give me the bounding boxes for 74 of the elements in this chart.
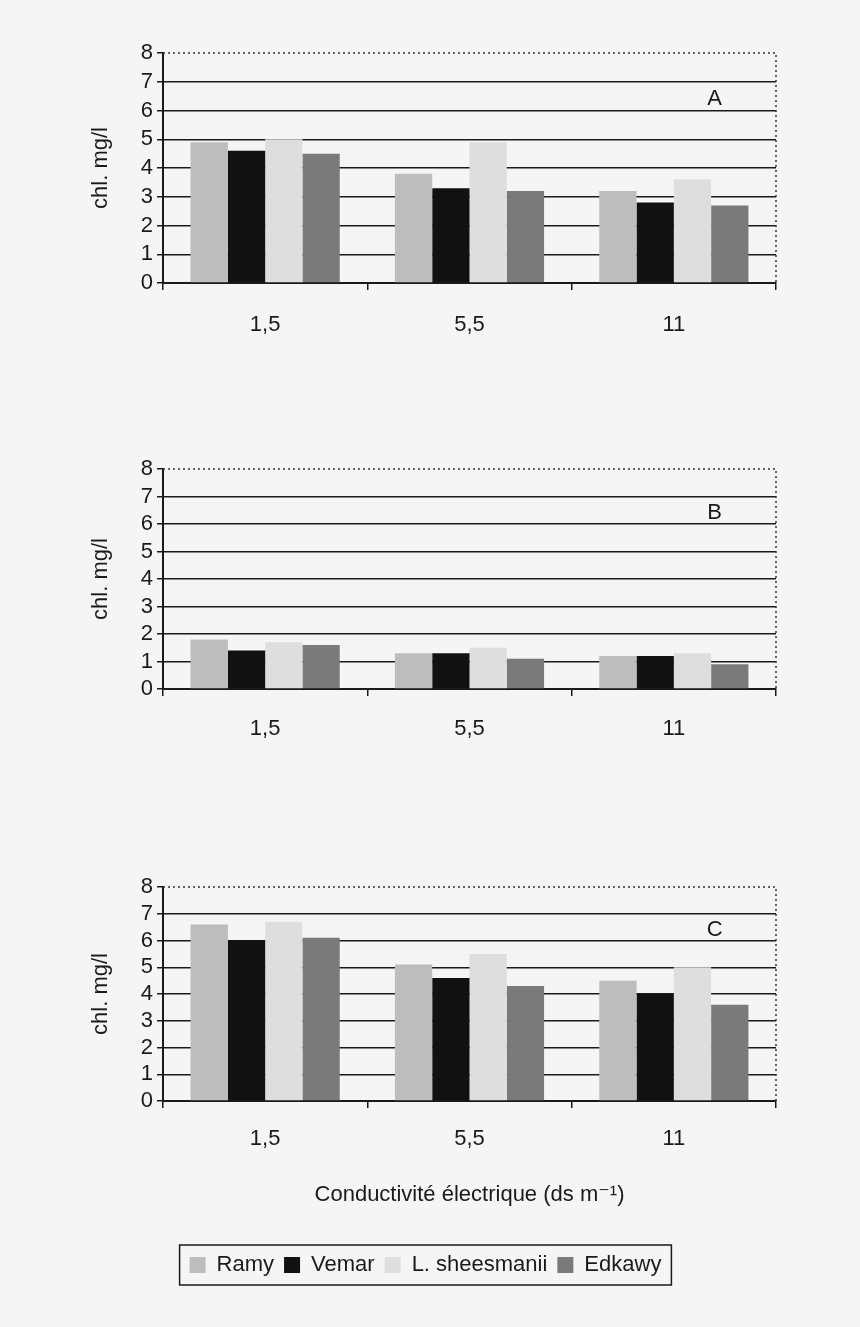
y-tick-label: 0 xyxy=(140,269,153,295)
y-tick-label: 3 xyxy=(140,182,153,208)
bar xyxy=(506,191,545,283)
bar xyxy=(469,647,507,689)
bar xyxy=(265,139,303,283)
bar xyxy=(302,645,340,689)
bar xyxy=(506,985,545,1101)
y-tick-label: 7 xyxy=(140,899,153,925)
y-tick-label: 2 xyxy=(140,620,153,646)
y-tick-label: 5 xyxy=(140,125,153,151)
y-tick-label: 6 xyxy=(140,510,153,536)
bar xyxy=(265,921,303,1101)
y-tick-label: 0 xyxy=(140,1087,153,1113)
x-tick-label: 5,5 xyxy=(454,715,485,741)
bar xyxy=(673,179,712,283)
y-tick-label: 4 xyxy=(140,154,153,180)
y-tick-label: 5 xyxy=(140,953,153,979)
x-tick-label: 1,5 xyxy=(249,1125,281,1151)
y-tick-label: 2 xyxy=(140,1033,153,1059)
x-tick-label: 1,5 xyxy=(249,715,281,741)
y-tick-label: 8 xyxy=(140,873,153,899)
annotation: B xyxy=(707,499,723,525)
y-tick-label: 5 xyxy=(140,537,153,563)
x-tick-label: 5,5 xyxy=(454,1125,485,1151)
y-tick-label: 1 xyxy=(140,240,153,266)
y-tick-label: 3 xyxy=(140,592,153,618)
x-axis-title: Conductivité électrique (ds m⁻¹) xyxy=(314,1180,625,1206)
bar xyxy=(265,642,303,689)
bar xyxy=(190,639,228,689)
y-tick-label: 3 xyxy=(140,1006,153,1032)
legend-label: Edkawy xyxy=(584,1251,662,1277)
bar xyxy=(711,205,749,283)
y-tick-label: 1 xyxy=(140,1060,153,1086)
bar xyxy=(599,980,637,1101)
bar xyxy=(506,658,545,689)
y-axis-title: chl. mg/l xyxy=(87,953,113,1035)
bar xyxy=(711,664,749,689)
y-tick-label: 8 xyxy=(140,39,153,65)
y-tick-label: 2 xyxy=(140,211,153,237)
bar xyxy=(190,142,228,283)
legend-label: Vemar xyxy=(311,1251,375,1277)
y-tick-label: 8 xyxy=(140,455,153,481)
y-axis-title: chl. mg/l xyxy=(87,538,113,620)
y-axis-title: chl. mg/l xyxy=(87,127,113,209)
y-tick-label: 7 xyxy=(140,67,153,93)
x-tick-label: 5,5 xyxy=(454,311,485,337)
bar xyxy=(673,967,712,1101)
bar xyxy=(673,653,712,689)
bar xyxy=(599,656,637,689)
y-tick-label: 4 xyxy=(140,565,153,591)
annotation: C xyxy=(706,915,723,941)
x-tick-label: 11 xyxy=(662,1125,686,1151)
bar xyxy=(469,953,507,1101)
y-tick-label: 6 xyxy=(140,926,153,952)
bar xyxy=(711,1004,749,1101)
bar xyxy=(599,191,637,283)
bar xyxy=(394,653,433,689)
x-tick-label: 11 xyxy=(662,715,686,741)
y-tick-label: 6 xyxy=(140,96,153,122)
legend-label: L. sheesmanii xyxy=(411,1251,548,1277)
y-tick-label: 0 xyxy=(140,675,153,701)
y-tick-label: 1 xyxy=(140,647,153,673)
bar xyxy=(469,142,507,283)
y-tick-label: 4 xyxy=(140,980,153,1006)
bar xyxy=(394,964,433,1101)
x-tick-label: 1,5 xyxy=(249,311,281,337)
x-tick-label: 11 xyxy=(662,311,686,337)
legend-label: Ramy xyxy=(216,1251,275,1277)
bar xyxy=(190,924,228,1101)
bar xyxy=(394,173,433,283)
y-tick-label: 7 xyxy=(140,482,153,508)
bar xyxy=(302,937,340,1101)
annotation: A xyxy=(707,85,723,111)
bar xyxy=(302,153,340,283)
